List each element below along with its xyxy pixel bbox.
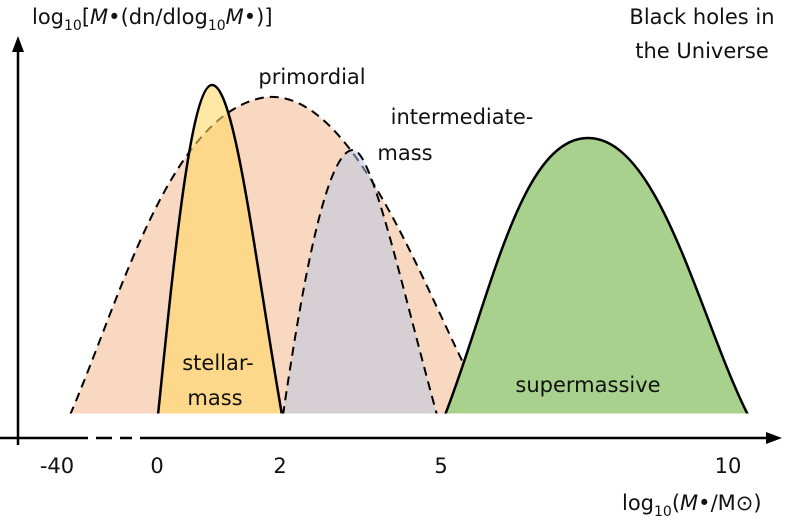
x-axis-label-part: M xyxy=(680,491,698,515)
x-axis-label-part: ) xyxy=(753,491,761,515)
y-axis-label-part: (dn/dlog xyxy=(121,5,208,29)
region-label: mass xyxy=(377,141,432,165)
y-axis-label-part: M xyxy=(90,5,108,29)
y-axis-label-part: • xyxy=(108,5,120,29)
x-axis-label: log10(M•/M⊙) xyxy=(622,491,762,520)
x-tick-label: 5 xyxy=(434,454,447,478)
x-axis-label-part: 10 xyxy=(654,504,672,520)
x-axis-label-part: ( xyxy=(672,491,680,515)
title: Black holes in xyxy=(629,5,774,29)
x-arrow xyxy=(766,432,782,444)
x-tick-label: -40 xyxy=(40,454,74,478)
axis-break xyxy=(132,432,140,444)
y-axis-label-part: log xyxy=(32,5,64,29)
supermassive-region xyxy=(443,136,751,417)
axis-break xyxy=(88,432,96,444)
x-axis-label-part: /M xyxy=(711,491,736,515)
region-label: stellar- xyxy=(182,351,254,375)
x-tick-label: 0 xyxy=(150,454,163,478)
x-tick-label: 10 xyxy=(715,454,742,478)
region-label: primordial xyxy=(258,65,365,89)
axis-break xyxy=(112,432,120,444)
x-axis-label-part: log xyxy=(622,491,654,515)
y-axis-label-part: • xyxy=(244,5,256,29)
stellar-region xyxy=(156,83,284,417)
y-axis-label-part: 10 xyxy=(64,18,82,34)
y-axis-label: log10[M•(dn/dlog10M•)] xyxy=(32,5,273,34)
x-tick-label: 2 xyxy=(273,454,286,478)
y-axis-label-part: 10 xyxy=(208,18,226,34)
region-label: intermediate- xyxy=(391,105,534,129)
x-axis-label-part: • xyxy=(698,491,710,515)
y-axis-label-part: [ xyxy=(82,5,90,29)
title: the Universe xyxy=(635,39,769,63)
y-arrow xyxy=(12,36,24,52)
y-axis-label-part: )] xyxy=(256,5,272,29)
region-label: mass xyxy=(187,386,242,410)
intermediate-region xyxy=(281,148,439,416)
region-label: supermassive xyxy=(515,373,660,397)
x-axis-label-part: ⊙ xyxy=(736,491,754,515)
y-axis-label-part: M xyxy=(226,5,244,29)
